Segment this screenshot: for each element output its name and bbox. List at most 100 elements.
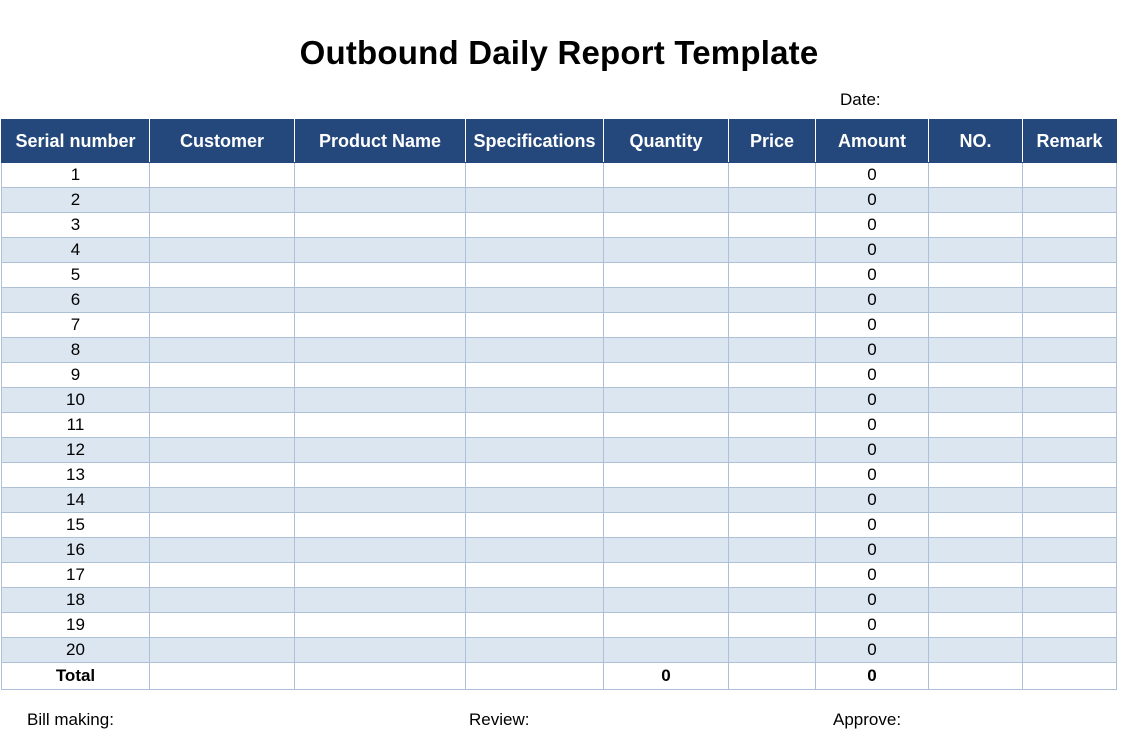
total-price-cell[interactable] xyxy=(728,662,816,690)
no-cell[interactable] xyxy=(928,587,1023,613)
column-header-customer[interactable]: Customer xyxy=(149,119,295,163)
total-no-cell[interactable] xyxy=(928,662,1023,690)
price-cell[interactable] xyxy=(728,412,816,438)
price-cell[interactable] xyxy=(728,587,816,613)
column-header-remark[interactable]: Remark xyxy=(1022,119,1117,163)
no-cell[interactable] xyxy=(928,337,1023,363)
customer-cell[interactable] xyxy=(149,512,295,538)
product-name-cell[interactable] xyxy=(294,387,466,413)
customer-cell[interactable] xyxy=(149,587,295,613)
column-header-amount[interactable]: Amount xyxy=(815,119,929,163)
product-name-cell[interactable] xyxy=(294,487,466,513)
customer-cell[interactable] xyxy=(149,487,295,513)
price-cell[interactable] xyxy=(728,262,816,288)
price-cell[interactable] xyxy=(728,337,816,363)
specifications-cell[interactable] xyxy=(465,437,604,463)
customer-cell[interactable] xyxy=(149,562,295,588)
remark-cell[interactable] xyxy=(1022,562,1117,588)
column-header-no[interactable]: NO. xyxy=(928,119,1023,163)
specifications-cell[interactable] xyxy=(465,187,604,213)
quantity-cell[interactable] xyxy=(603,412,729,438)
customer-cell[interactable] xyxy=(149,462,295,488)
product-name-cell[interactable] xyxy=(294,612,466,638)
quantity-cell[interactable] xyxy=(603,212,729,238)
price-cell[interactable] xyxy=(728,562,816,588)
product-name-cell[interactable] xyxy=(294,562,466,588)
quantity-cell[interactable] xyxy=(603,162,729,188)
no-cell[interactable] xyxy=(928,212,1023,238)
product-name-cell[interactable] xyxy=(294,462,466,488)
total-specifications-cell[interactable] xyxy=(465,662,604,690)
specifications-cell[interactable] xyxy=(465,387,604,413)
product-name-cell[interactable] xyxy=(294,537,466,563)
customer-cell[interactable] xyxy=(149,187,295,213)
quantity-cell[interactable] xyxy=(603,462,729,488)
specifications-cell[interactable] xyxy=(465,412,604,438)
no-cell[interactable] xyxy=(928,262,1023,288)
no-cell[interactable] xyxy=(928,412,1023,438)
quantity-cell[interactable] xyxy=(603,287,729,313)
price-cell[interactable] xyxy=(728,162,816,188)
specifications-cell[interactable] xyxy=(465,287,604,313)
specifications-cell[interactable] xyxy=(465,162,604,188)
product-name-cell[interactable] xyxy=(294,437,466,463)
quantity-cell[interactable] xyxy=(603,612,729,638)
price-cell[interactable] xyxy=(728,362,816,388)
quantity-cell[interactable] xyxy=(603,387,729,413)
specifications-cell[interactable] xyxy=(465,562,604,588)
specifications-cell[interactable] xyxy=(465,262,604,288)
price-cell[interactable] xyxy=(728,537,816,563)
no-cell[interactable] xyxy=(928,612,1023,638)
quantity-cell[interactable] xyxy=(603,262,729,288)
remark-cell[interactable] xyxy=(1022,512,1117,538)
total-product-name-cell[interactable] xyxy=(294,662,466,690)
product-name-cell[interactable] xyxy=(294,287,466,313)
remark-cell[interactable] xyxy=(1022,237,1117,263)
quantity-cell[interactable] xyxy=(603,237,729,263)
total-customer-cell[interactable] xyxy=(149,662,295,690)
no-cell[interactable] xyxy=(928,312,1023,338)
remark-cell[interactable] xyxy=(1022,437,1117,463)
price-cell[interactable] xyxy=(728,237,816,263)
no-cell[interactable] xyxy=(928,487,1023,513)
specifications-cell[interactable] xyxy=(465,237,604,263)
specifications-cell[interactable] xyxy=(465,462,604,488)
quantity-cell[interactable] xyxy=(603,187,729,213)
remark-cell[interactable] xyxy=(1022,462,1117,488)
price-cell[interactable] xyxy=(728,437,816,463)
column-header-product-name[interactable]: Product Name xyxy=(294,119,466,163)
specifications-cell[interactable] xyxy=(465,312,604,338)
product-name-cell[interactable] xyxy=(294,162,466,188)
no-cell[interactable] xyxy=(928,162,1023,188)
product-name-cell[interactable] xyxy=(294,237,466,263)
specifications-cell[interactable] xyxy=(465,212,604,238)
customer-cell[interactable] xyxy=(149,612,295,638)
no-cell[interactable] xyxy=(928,537,1023,563)
remark-cell[interactable] xyxy=(1022,312,1117,338)
specifications-cell[interactable] xyxy=(465,637,604,663)
quantity-cell[interactable] xyxy=(603,437,729,463)
product-name-cell[interactable] xyxy=(294,412,466,438)
column-header-price[interactable]: Price xyxy=(728,119,816,163)
remark-cell[interactable] xyxy=(1022,162,1117,188)
no-cell[interactable] xyxy=(928,237,1023,263)
total-remark-cell[interactable] xyxy=(1022,662,1117,690)
customer-cell[interactable] xyxy=(149,537,295,563)
no-cell[interactable] xyxy=(928,362,1023,388)
quantity-cell[interactable] xyxy=(603,512,729,538)
specifications-cell[interactable] xyxy=(465,487,604,513)
remark-cell[interactable] xyxy=(1022,612,1117,638)
customer-cell[interactable] xyxy=(149,362,295,388)
specifications-cell[interactable] xyxy=(465,537,604,563)
customer-cell[interactable] xyxy=(149,262,295,288)
no-cell[interactable] xyxy=(928,462,1023,488)
customer-cell[interactable] xyxy=(149,387,295,413)
specifications-cell[interactable] xyxy=(465,612,604,638)
customer-cell[interactable] xyxy=(149,412,295,438)
price-cell[interactable] xyxy=(728,287,816,313)
price-cell[interactable] xyxy=(728,187,816,213)
specifications-cell[interactable] xyxy=(465,512,604,538)
quantity-cell[interactable] xyxy=(603,637,729,663)
column-header-quantity[interactable]: Quantity xyxy=(603,119,729,163)
remark-cell[interactable] xyxy=(1022,412,1117,438)
